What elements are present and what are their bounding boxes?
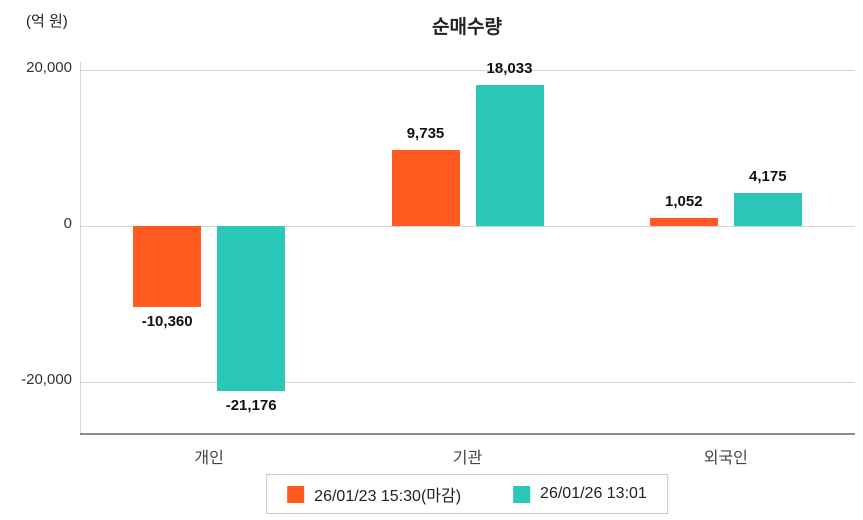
legend-item-series1[interactable]: 26/01/23 15:30(마감) (287, 482, 461, 506)
bar-value-label: 18,033 (486, 60, 533, 78)
chart-title: 순매수량 (432, 17, 502, 38)
y-axis-tick-label: -20,000 (21, 371, 72, 388)
legend: 26/01/23 15:30(마감) 26/01/26 13:01 (266, 474, 668, 514)
bar-series2-외국인[interactable] (733, 193, 802, 226)
bar-series2-개인[interactable] (217, 226, 286, 392)
bar-series2-기관[interactable] (475, 85, 544, 226)
x-axis-line (80, 433, 855, 435)
gridline (80, 225, 855, 227)
bar-value-label: 9,735 (406, 125, 445, 143)
gridline (80, 69, 855, 71)
category-label: 개인 (194, 450, 224, 467)
bar-series1-개인[interactable] (133, 226, 202, 307)
bar-series1-외국인[interactable] (649, 217, 718, 226)
category-label: 외국인 (703, 450, 748, 467)
y-axis-line (80, 62, 81, 433)
bar-series1-기관[interactable] (391, 150, 460, 226)
legend-swatch-series2-icon (513, 485, 531, 503)
gridline (80, 381, 855, 383)
y-axis-unit-label: (억 원) (26, 13, 68, 30)
bar-value-label: -21,176 (225, 397, 277, 415)
legend-label-series2: 26/01/26 13:01 (540, 485, 647, 502)
bar-value-label: 4,175 (749, 168, 787, 186)
y-axis-tick-label: 20,000 (26, 59, 72, 76)
category-label: 기관 (452, 450, 483, 467)
bar-value-label: -10,360 (141, 312, 193, 330)
legend-label-series1: 26/01/23 15:30(마감) (314, 488, 462, 505)
bar-value-label: 1,052 (665, 192, 703, 210)
y-axis-tick-label: 0 (63, 215, 72, 232)
legend-item-series2[interactable]: 26/01/26 13:01 (513, 485, 647, 503)
legend-swatch-series1-icon (287, 485, 305, 503)
